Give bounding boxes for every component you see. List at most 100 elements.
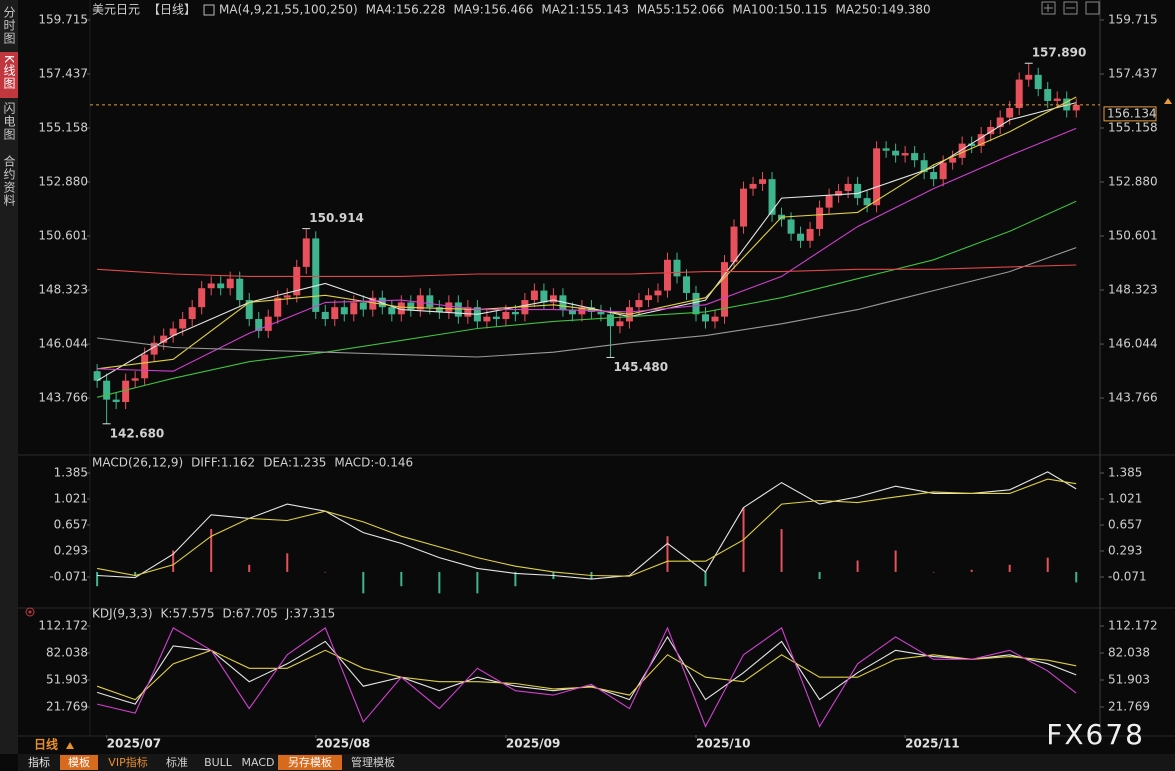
candle-body	[635, 300, 643, 308]
candle-body	[407, 302, 415, 310]
candle-body	[207, 283, 215, 289]
footer-tab[interactable]: MACD	[242, 756, 275, 769]
candle-body	[112, 399, 120, 403]
candle-body	[255, 319, 263, 331]
candle-body	[340, 307, 348, 315]
y-tick-label: 148.323	[1108, 283, 1158, 297]
legend-entry: MA250:149.380	[836, 3, 931, 17]
line-series	[96, 649, 1077, 701]
y-tick-label: 150.601	[1108, 229, 1158, 243]
candle-body	[179, 319, 187, 329]
icon-button[interactable]	[1085, 1, 1100, 15]
histogram-bar	[172, 550, 175, 572]
line-series	[96, 635, 1077, 705]
tab-active	[278, 755, 342, 770]
watermark: FX678	[1046, 718, 1145, 751]
footer-tab[interactable]: 管理模板	[351, 755, 395, 769]
candle-body	[274, 297, 282, 317]
candle-body	[568, 309, 576, 315]
sidebar-tab[interactable]: 分时图	[2, 6, 16, 45]
y-tick-label: 112.172	[1108, 618, 1158, 632]
candle-body	[673, 259, 681, 277]
candle-body	[759, 179, 767, 184]
y-tick-label: 0.293	[1108, 544, 1142, 558]
candle-body	[920, 160, 928, 173]
line-series	[96, 626, 1077, 728]
line-series	[97, 96, 1077, 370]
candle-body	[996, 117, 1004, 128]
indicator-label: MA(4,9,21,55,100,250)	[219, 3, 358, 17]
histogram-bar	[210, 529, 213, 572]
price-arrow	[1164, 98, 1172, 104]
candle-body	[1025, 74, 1033, 80]
candle-body	[644, 295, 652, 301]
candle-body	[188, 307, 196, 320]
histogram-bar	[96, 571, 99, 587]
sidebar-tab[interactable]: 合约资料	[2, 154, 16, 207]
line-series	[97, 247, 1077, 358]
y-tick-label: 159.715	[1108, 12, 1158, 26]
indicator-icon[interactable]	[25, 607, 35, 617]
icon-button[interactable]	[1063, 1, 1078, 15]
histogram-bar	[362, 571, 365, 594]
candle-body	[654, 290, 662, 296]
chart-title: 美元日元	[92, 3, 140, 17]
footer-tab[interactable]: 标准	[166, 755, 188, 769]
candle-body	[1044, 89, 1052, 101]
candle-body	[397, 302, 405, 315]
candle-body	[530, 290, 538, 301]
candle-body	[321, 311, 329, 320]
line-series	[97, 264, 1077, 277]
legend-entry: MA21:155.143	[541, 3, 629, 17]
sidebar-tab[interactable]: K线图	[2, 55, 16, 90]
y-tick-label: 157.437	[38, 66, 88, 80]
x-tick-label: 2025/08	[316, 737, 370, 751]
footer-tab[interactable]: 模板	[68, 755, 90, 769]
footer-bar	[18, 754, 1175, 771]
legend-entry: DIFF:1.162	[191, 456, 255, 470]
candle-body	[141, 354, 149, 379]
candle-body	[150, 342, 158, 355]
footer-tab[interactable]: VIP指标	[108, 755, 147, 769]
period-selector[interactable]: 日线	[34, 737, 58, 752]
footer-tab[interactable]: 另存模板	[288, 755, 332, 769]
y-tick-label: 1.385	[1108, 466, 1142, 480]
histogram-bar	[894, 550, 897, 572]
sidebar-tab[interactable]: 闪电图	[2, 102, 16, 141]
legend-entry: MA100:150.115	[732, 3, 827, 17]
candle-body	[169, 328, 177, 336]
line-series	[96, 478, 1077, 577]
y-tick-label: 21.769	[46, 699, 88, 713]
candle-body	[901, 153, 909, 156]
candle-body	[122, 380, 130, 403]
candle-body	[350, 302, 358, 315]
footer-tab[interactable]: 指标	[28, 755, 50, 769]
candle-body	[1034, 74, 1042, 90]
period-arrow[interactable]	[66, 742, 74, 749]
histogram-bar	[1075, 571, 1078, 583]
y-tick-label: 112.172	[38, 618, 88, 632]
histogram-bar	[704, 571, 707, 587]
x-tick-label: 2025/07	[107, 737, 161, 751]
candle-body	[1015, 79, 1023, 109]
y-tick-label: -0.071	[49, 570, 88, 584]
histogram-bar	[248, 564, 251, 572]
indicator-icon	[28, 610, 32, 614]
y-tick-label: 152.880	[1108, 175, 1158, 189]
candle-body	[911, 153, 919, 161]
extreme-label: 157.890	[1032, 46, 1087, 60]
legend-entry: MA9:156.466	[454, 3, 534, 17]
icon-button[interactable]	[1041, 1, 1056, 15]
y-tick-label: 143.766	[38, 391, 88, 405]
candle-body	[521, 300, 529, 315]
candle-body	[597, 311, 605, 315]
candle-body	[797, 233, 805, 241]
footer-tab[interactable]: BULL	[204, 756, 233, 769]
extreme-label: 142.680	[110, 426, 165, 440]
histogram-bar	[400, 571, 403, 587]
candle-body	[806, 228, 814, 241]
legend-entry: DEA:1.235	[263, 456, 326, 470]
candle-body	[949, 157, 957, 163]
